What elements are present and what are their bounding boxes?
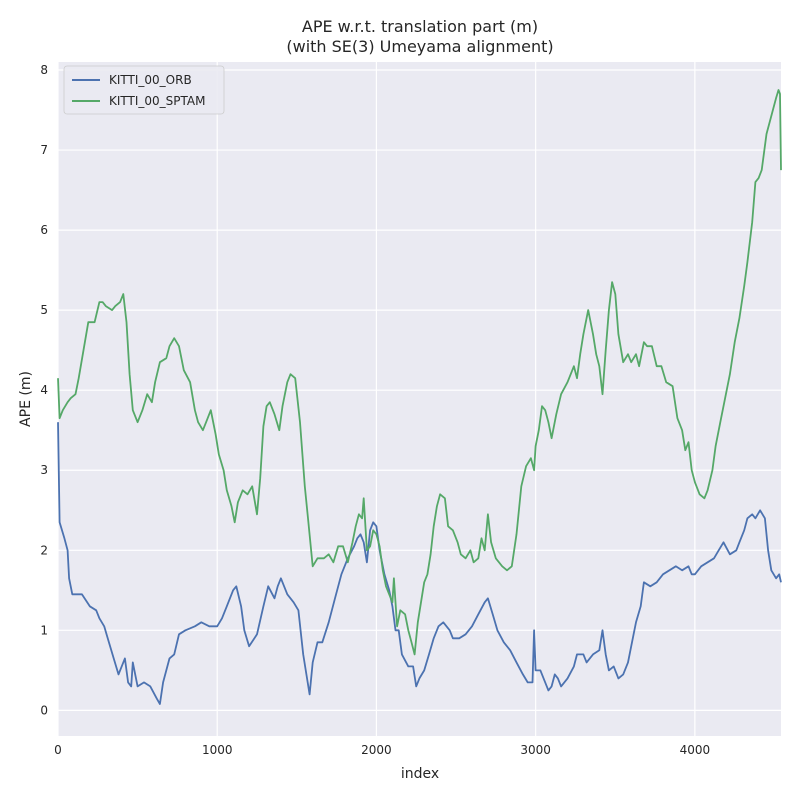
y-axis-label: APE (m) <box>18 371 34 427</box>
legend-box <box>63 65 225 115</box>
x-tick-label: 3000 <box>520 743 551 757</box>
y-tick-label: 1 <box>40 623 48 637</box>
series-line-orb <box>57 422 782 705</box>
x-tick-label: 0 <box>54 743 62 757</box>
y-tick-label: 8 <box>40 63 48 77</box>
tick-labels: 0 1000 2000 3000 4000 0 1 2 3 4 5 6 7 8 <box>40 63 710 757</box>
x-tick-label: 4000 <box>680 743 711 757</box>
y-tick-label: 7 <box>40 143 48 157</box>
legend-label-orb: KITTI_00_ORB <box>109 73 192 87</box>
series-lines <box>57 89 782 705</box>
x-axis-label: index <box>401 766 439 782</box>
legend-label-sptam: KITTI_00_SPTAM <box>109 94 205 108</box>
y-tick-label: 6 <box>40 223 48 237</box>
y-tick-label: 0 <box>40 703 48 717</box>
chart-subtitle: (with SE(3) Umeyama alignment) <box>286 37 553 56</box>
legend: KITTI_00_ORB KITTI_00_SPTAM <box>63 65 225 115</box>
plot-area <box>58 62 781 736</box>
y-tick-label: 3 <box>40 463 48 477</box>
x-tick-label: 2000 <box>361 743 392 757</box>
chart-title: APE w.r.t. translation part (m) <box>302 17 538 36</box>
x-tick-label: 1000 <box>202 743 233 757</box>
y-tick-label: 2 <box>40 543 48 557</box>
y-tick-label: 5 <box>40 303 48 317</box>
series-line-sptam <box>57 89 782 656</box>
y-tick-label: 4 <box>40 383 48 397</box>
grid-lines <box>57 62 781 736</box>
